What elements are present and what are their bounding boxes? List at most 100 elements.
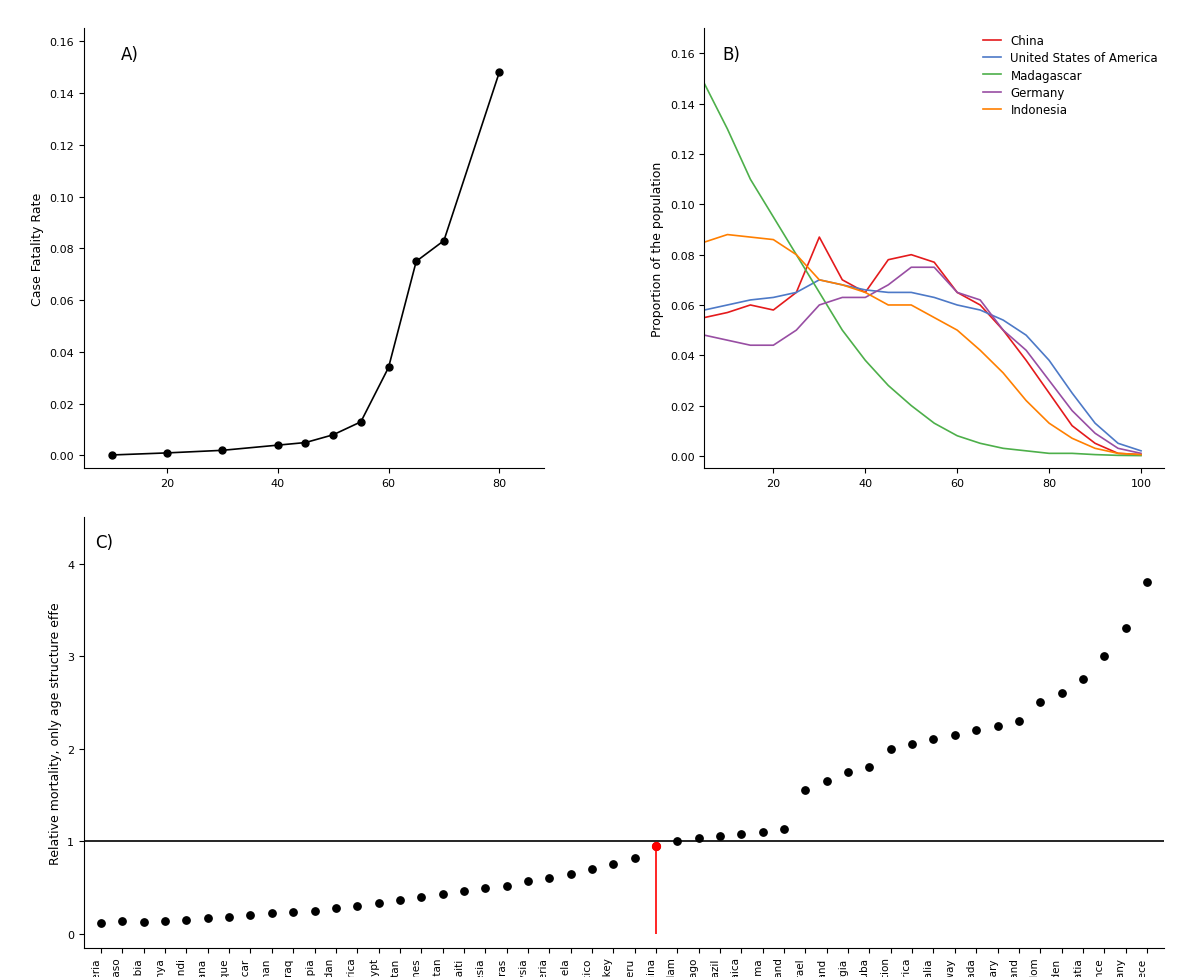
Point [1138, 574, 1157, 590]
Germany [1064, 405, 1079, 417]
Germany [1111, 443, 1126, 454]
United States of America [697, 305, 712, 317]
China [973, 300, 988, 312]
United States of America [812, 275, 827, 286]
Indonesia [835, 279, 850, 291]
Y-axis label: Proportion of the population: Proportion of the population [652, 161, 665, 337]
United States of America [881, 287, 895, 299]
Germany [858, 292, 872, 304]
Point [518, 873, 538, 889]
Point [156, 913, 175, 929]
Line: Germany: Germany [704, 268, 1141, 454]
Indonesia [743, 232, 757, 243]
Y-axis label: Case Fatality Rate: Case Fatality Rate [31, 192, 44, 306]
Madagascar [904, 401, 918, 412]
Point [540, 871, 559, 886]
Point [368, 896, 388, 912]
Madagascar [1019, 446, 1033, 457]
Indonesia [1134, 449, 1148, 461]
Point [113, 913, 132, 929]
Point [1052, 686, 1072, 701]
Point [1031, 695, 1050, 710]
Madagascar [996, 443, 1010, 454]
Point [625, 850, 644, 866]
Point [283, 905, 302, 920]
China [1064, 420, 1079, 432]
Point [582, 862, 601, 877]
Legend: China, United States of America, Madagascar, Germany, Indonesia: China, United States of America, Madagas… [983, 35, 1158, 116]
Point [241, 908, 260, 923]
Point [604, 857, 623, 872]
Germany [881, 279, 895, 291]
United States of America [743, 295, 757, 307]
Point [1116, 621, 1135, 637]
Indonesia [697, 237, 712, 249]
China [720, 308, 734, 319]
United States of America [1111, 438, 1126, 449]
United States of America [858, 284, 872, 296]
Point [796, 783, 815, 798]
Text: B): B) [722, 46, 740, 64]
Germany [790, 325, 804, 337]
Germany [996, 325, 1010, 337]
Point [817, 774, 836, 789]
United States of America [835, 279, 850, 291]
Point [689, 830, 708, 846]
Indonesia [766, 234, 780, 246]
Indonesia [996, 367, 1010, 379]
Line: Madagascar: Madagascar [704, 85, 1141, 456]
Point [902, 737, 922, 752]
Point [860, 759, 880, 775]
United States of America [1134, 446, 1148, 457]
Point [966, 723, 985, 739]
China [996, 325, 1010, 337]
Line: China: China [704, 237, 1141, 455]
United States of America [1019, 330, 1033, 342]
Madagascar [743, 174, 757, 186]
Germany [950, 287, 965, 299]
United States of America [790, 287, 804, 299]
Madagascar [858, 355, 872, 366]
Point [198, 911, 217, 926]
Germany [1019, 345, 1033, 357]
United States of America [1042, 355, 1056, 366]
Point [1009, 713, 1028, 729]
China [1019, 355, 1033, 366]
China [743, 300, 757, 312]
China [904, 249, 918, 261]
Point [1073, 672, 1092, 688]
Point [263, 906, 282, 921]
United States of America [928, 292, 942, 304]
Point [220, 910, 239, 925]
Germany [1134, 448, 1148, 460]
Madagascar [881, 380, 895, 392]
Point [305, 903, 324, 918]
Madagascar [950, 431, 965, 443]
Line: Indonesia: Indonesia [704, 235, 1141, 455]
Point [774, 822, 793, 837]
China [835, 275, 850, 286]
Point [455, 883, 474, 899]
Point [176, 913, 196, 928]
Germany [743, 340, 757, 352]
Germany [720, 335, 734, 347]
Point [390, 892, 409, 908]
Point [839, 764, 858, 780]
United States of America [720, 300, 734, 312]
Point [754, 825, 773, 840]
Indonesia [950, 325, 965, 337]
Point [1094, 649, 1114, 664]
Point [348, 898, 367, 913]
China [950, 287, 965, 299]
Point [134, 914, 154, 930]
Y-axis label: Relative mortality, only age structure effe: Relative mortality, only age structure e… [48, 602, 61, 864]
Madagascar [1042, 448, 1056, 460]
Germany [1042, 375, 1056, 387]
Point [924, 732, 943, 747]
Germany [928, 262, 942, 274]
Madagascar [766, 212, 780, 224]
Indonesia [1111, 448, 1126, 460]
Madagascar [720, 124, 734, 136]
China [928, 257, 942, 269]
United States of America [950, 300, 965, 312]
